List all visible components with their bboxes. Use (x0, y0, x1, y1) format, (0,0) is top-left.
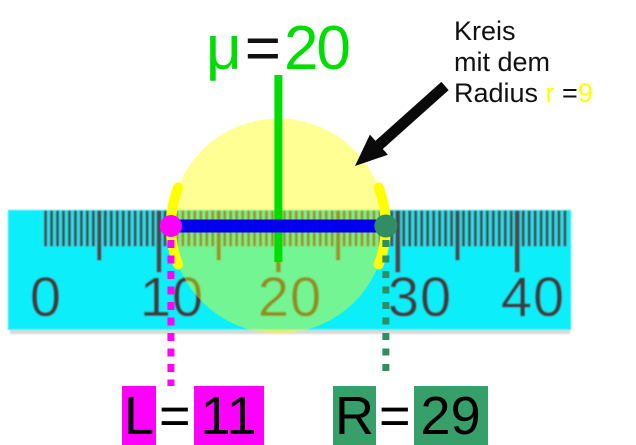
right-equals: = (379, 386, 411, 445)
left-letter: L (122, 386, 157, 445)
ruler-shadow (10, 330, 570, 334)
mu-label: μ=20 (206, 14, 351, 83)
annotation-equals: = (554, 78, 578, 108)
annotation-r-symbol: r (545, 78, 555, 108)
ruler-number: 20 (258, 265, 322, 328)
mu-value: 20 (283, 14, 351, 83)
ruler-number: 0 (30, 265, 62, 328)
annotation-radius-word: Radius (454, 78, 546, 108)
arrow-head-icon (355, 134, 388, 166)
annotation-r-value: 9 (577, 78, 593, 108)
left-endpoint-dot (159, 215, 182, 237)
radius-annotation: Kreis mit dem Radius r =9 (454, 16, 593, 109)
right-letter: R (333, 386, 376, 445)
right-endpoint-dot (374, 214, 398, 238)
left-equals: = (159, 386, 191, 445)
left-value: 11 (193, 386, 264, 445)
left-value-label: L= 11 (122, 386, 264, 445)
annotation-arrow (355, 81, 449, 166)
annotation-line1: Kreis (454, 16, 516, 46)
right-value-label: R= 29 (333, 386, 488, 445)
annotation-line3: Radius r =9 (454, 78, 593, 109)
ruler-number: 30 (388, 265, 452, 328)
mu-symbol: μ (206, 14, 242, 83)
right-value: 29 (413, 386, 488, 445)
annotation-line2: mit dem (454, 47, 551, 77)
ruler-number: 40 (501, 265, 565, 328)
arrow-shaft (375, 81, 449, 150)
mu-equals: = (244, 14, 281, 83)
